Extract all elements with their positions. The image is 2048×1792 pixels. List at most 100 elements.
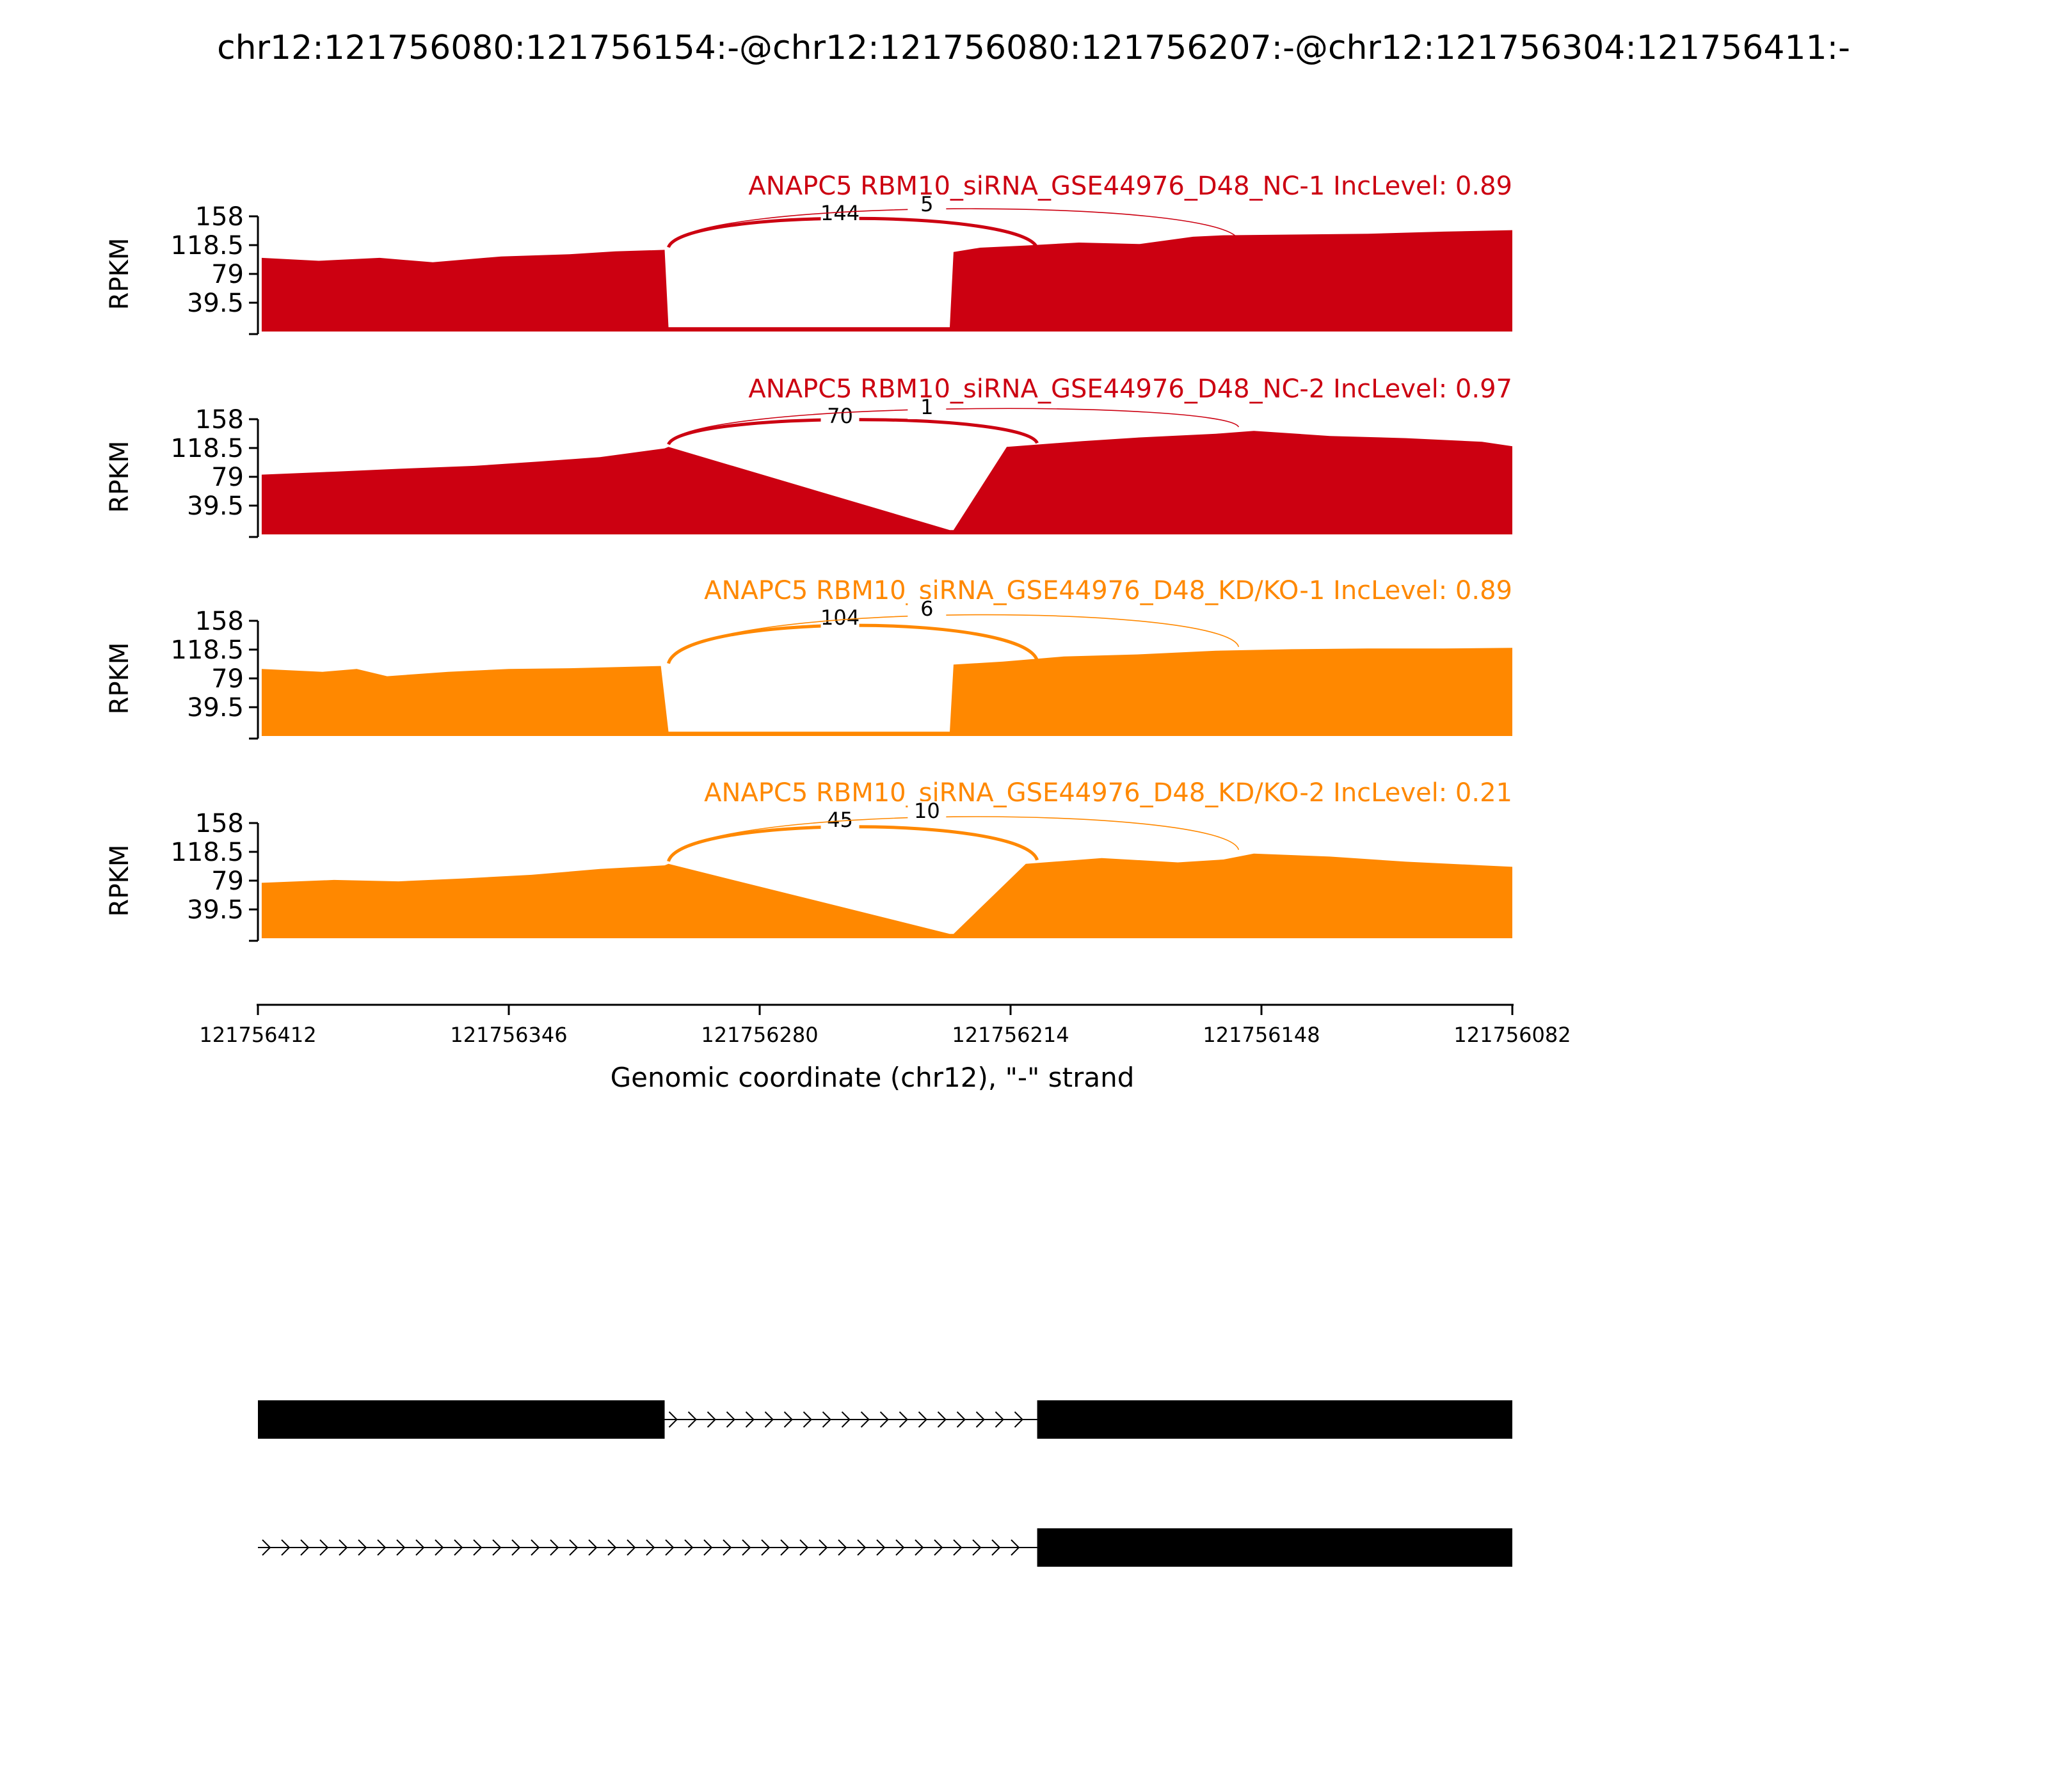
- strand-arrow: [531, 1539, 540, 1556]
- strand-arrow: [956, 1411, 966, 1428]
- strand-arrow: [687, 1411, 697, 1428]
- y-tick-label: 79: [211, 867, 244, 896]
- coverage-track: ANAPC5 RBM10_siRNA_GSE44976_D48_KD/KO-1 …: [105, 576, 1512, 740]
- strand-arrow: [319, 1539, 329, 1556]
- exon-block: [1037, 1528, 1512, 1567]
- y-tick-label: 39.5: [187, 693, 244, 723]
- strand-arrow: [550, 1539, 559, 1556]
- strand-arrow: [995, 1411, 1004, 1428]
- strand-arrow: [764, 1411, 774, 1428]
- junction-count-bg: [908, 801, 947, 823]
- junction-count-bg: [820, 406, 860, 428]
- y-tick-label: 158: [195, 607, 244, 636]
- y-tick-label: 158: [195, 809, 244, 838]
- y-axis-label: RPKM: [105, 643, 134, 715]
- coverage-area: [261, 230, 1512, 332]
- y-tick-label: 118.5: [170, 231, 244, 260]
- y-tick-label: 79: [211, 260, 244, 289]
- junction-arc: [668, 408, 1240, 445]
- coverage-tracks: ANAPC5 RBM10_siRNA_GSE44976_D48_NC-1 Inc…: [105, 172, 1512, 942]
- track-label: ANAPC5 RBM10_siRNA_GSE44976_D48_KD/KO-1 …: [704, 576, 1512, 605]
- strand-arrow: [435, 1539, 444, 1556]
- strand-arrow: [665, 1539, 675, 1556]
- y-tick-label: 118.5: [170, 838, 244, 867]
- junction-count: 104: [820, 605, 860, 630]
- strand-arrow: [915, 1539, 924, 1556]
- strand-arrow: [876, 1539, 886, 1556]
- strand-arrow: [703, 1539, 713, 1556]
- y-tick-label: 118.5: [170, 636, 244, 665]
- x-tick-label: 121756412: [199, 1023, 316, 1047]
- strand-arrow: [300, 1539, 310, 1556]
- strand-arrow: [841, 1411, 851, 1428]
- strand-arrow: [937, 1411, 947, 1428]
- strand-arrow: [511, 1539, 521, 1556]
- strand-arrow: [569, 1539, 579, 1556]
- strand-arrow: [1014, 1411, 1023, 1428]
- strand-arrow: [723, 1539, 732, 1556]
- strand-arrow: [607, 1539, 617, 1556]
- x-axis: 121756412 121756346 121756280 121756214 1217…: [199, 1004, 1571, 1093]
- strand-arrow: [262, 1539, 271, 1556]
- junction-arc: [668, 614, 1240, 664]
- strand-arrow: [991, 1539, 1001, 1556]
- junction-count: 6: [920, 596, 933, 621]
- strand-arrow: [745, 1411, 755, 1428]
- strand-arrow: [377, 1539, 387, 1556]
- y-tick-label: 158: [195, 202, 244, 232]
- strand-arrow: [918, 1411, 927, 1428]
- figure-title: chr12:121756080:121756154:-@chr12:121756…: [217, 29, 1850, 67]
- junction-count: 5: [920, 192, 933, 216]
- strand-arrow: [899, 1411, 908, 1428]
- strand-arrow: [780, 1539, 790, 1556]
- strand-arrow: [396, 1539, 406, 1556]
- strand-arrow: [339, 1539, 348, 1556]
- coverage-area: [261, 853, 1512, 938]
- y-axis-label: RPKM: [105, 845, 134, 917]
- strand-arrow: [358, 1539, 367, 1556]
- junction-arc: [668, 816, 1240, 861]
- y-tick-label: 39.5: [187, 289, 244, 318]
- strand-arrow: [860, 1411, 870, 1428]
- y-tick-label: 79: [211, 463, 244, 492]
- junction-count: 10: [914, 799, 940, 823]
- x-axis-label: Genomic coordinate (chr12), "-" strand: [611, 1062, 1135, 1093]
- junction-arc: [667, 623, 1039, 664]
- strand-arrow: [1011, 1539, 1020, 1556]
- strand-arrow: [879, 1411, 889, 1428]
- y-tick-label: 39.5: [187, 492, 244, 521]
- junction-count-bg: [908, 599, 947, 621]
- x-tick-label: 121756280: [701, 1023, 818, 1047]
- strand-arrow: [473, 1539, 483, 1556]
- junction-count-bg: [820, 204, 860, 225]
- track-label: ANAPC5 RBM10_siRNA_GSE44976_D48_NC-2 Inc…: [748, 374, 1512, 404]
- strand-arrow: [646, 1539, 655, 1556]
- y-axis-label: RPKM: [105, 238, 134, 310]
- strand-arrow: [684, 1539, 694, 1556]
- exon-block: [1037, 1400, 1512, 1439]
- junction-count: 1: [920, 395, 933, 419]
- strand-arrow: [803, 1411, 812, 1428]
- y-tick-label: 158: [195, 405, 244, 435]
- strand-arrow: [857, 1539, 867, 1556]
- strand-arrow: [934, 1539, 943, 1556]
- strand-arrow: [281, 1539, 291, 1556]
- y-axis-label: RPKM: [105, 441, 134, 513]
- strand-arrow: [838, 1539, 847, 1556]
- strand-arrow: [975, 1411, 985, 1428]
- strand-arrow: [972, 1539, 982, 1556]
- coverage-area: [261, 431, 1512, 534]
- strand-arrow: [415, 1539, 425, 1556]
- coverage-area: [261, 648, 1512, 736]
- track-label: ANAPC5 RBM10_siRNA_GSE44976_D48_NC-1 Inc…: [748, 172, 1512, 201]
- strand-arrow: [492, 1539, 502, 1556]
- x-tick-label: 121756346: [450, 1023, 567, 1047]
- strand-arrow: [627, 1539, 636, 1556]
- isoform-model: [258, 1528, 1512, 1567]
- y-tick-label: 79: [211, 664, 244, 694]
- strand-arrow: [822, 1411, 831, 1428]
- strand-arrow: [819, 1539, 828, 1556]
- strand-arrow: [742, 1539, 751, 1556]
- strand-arrow: [588, 1539, 598, 1556]
